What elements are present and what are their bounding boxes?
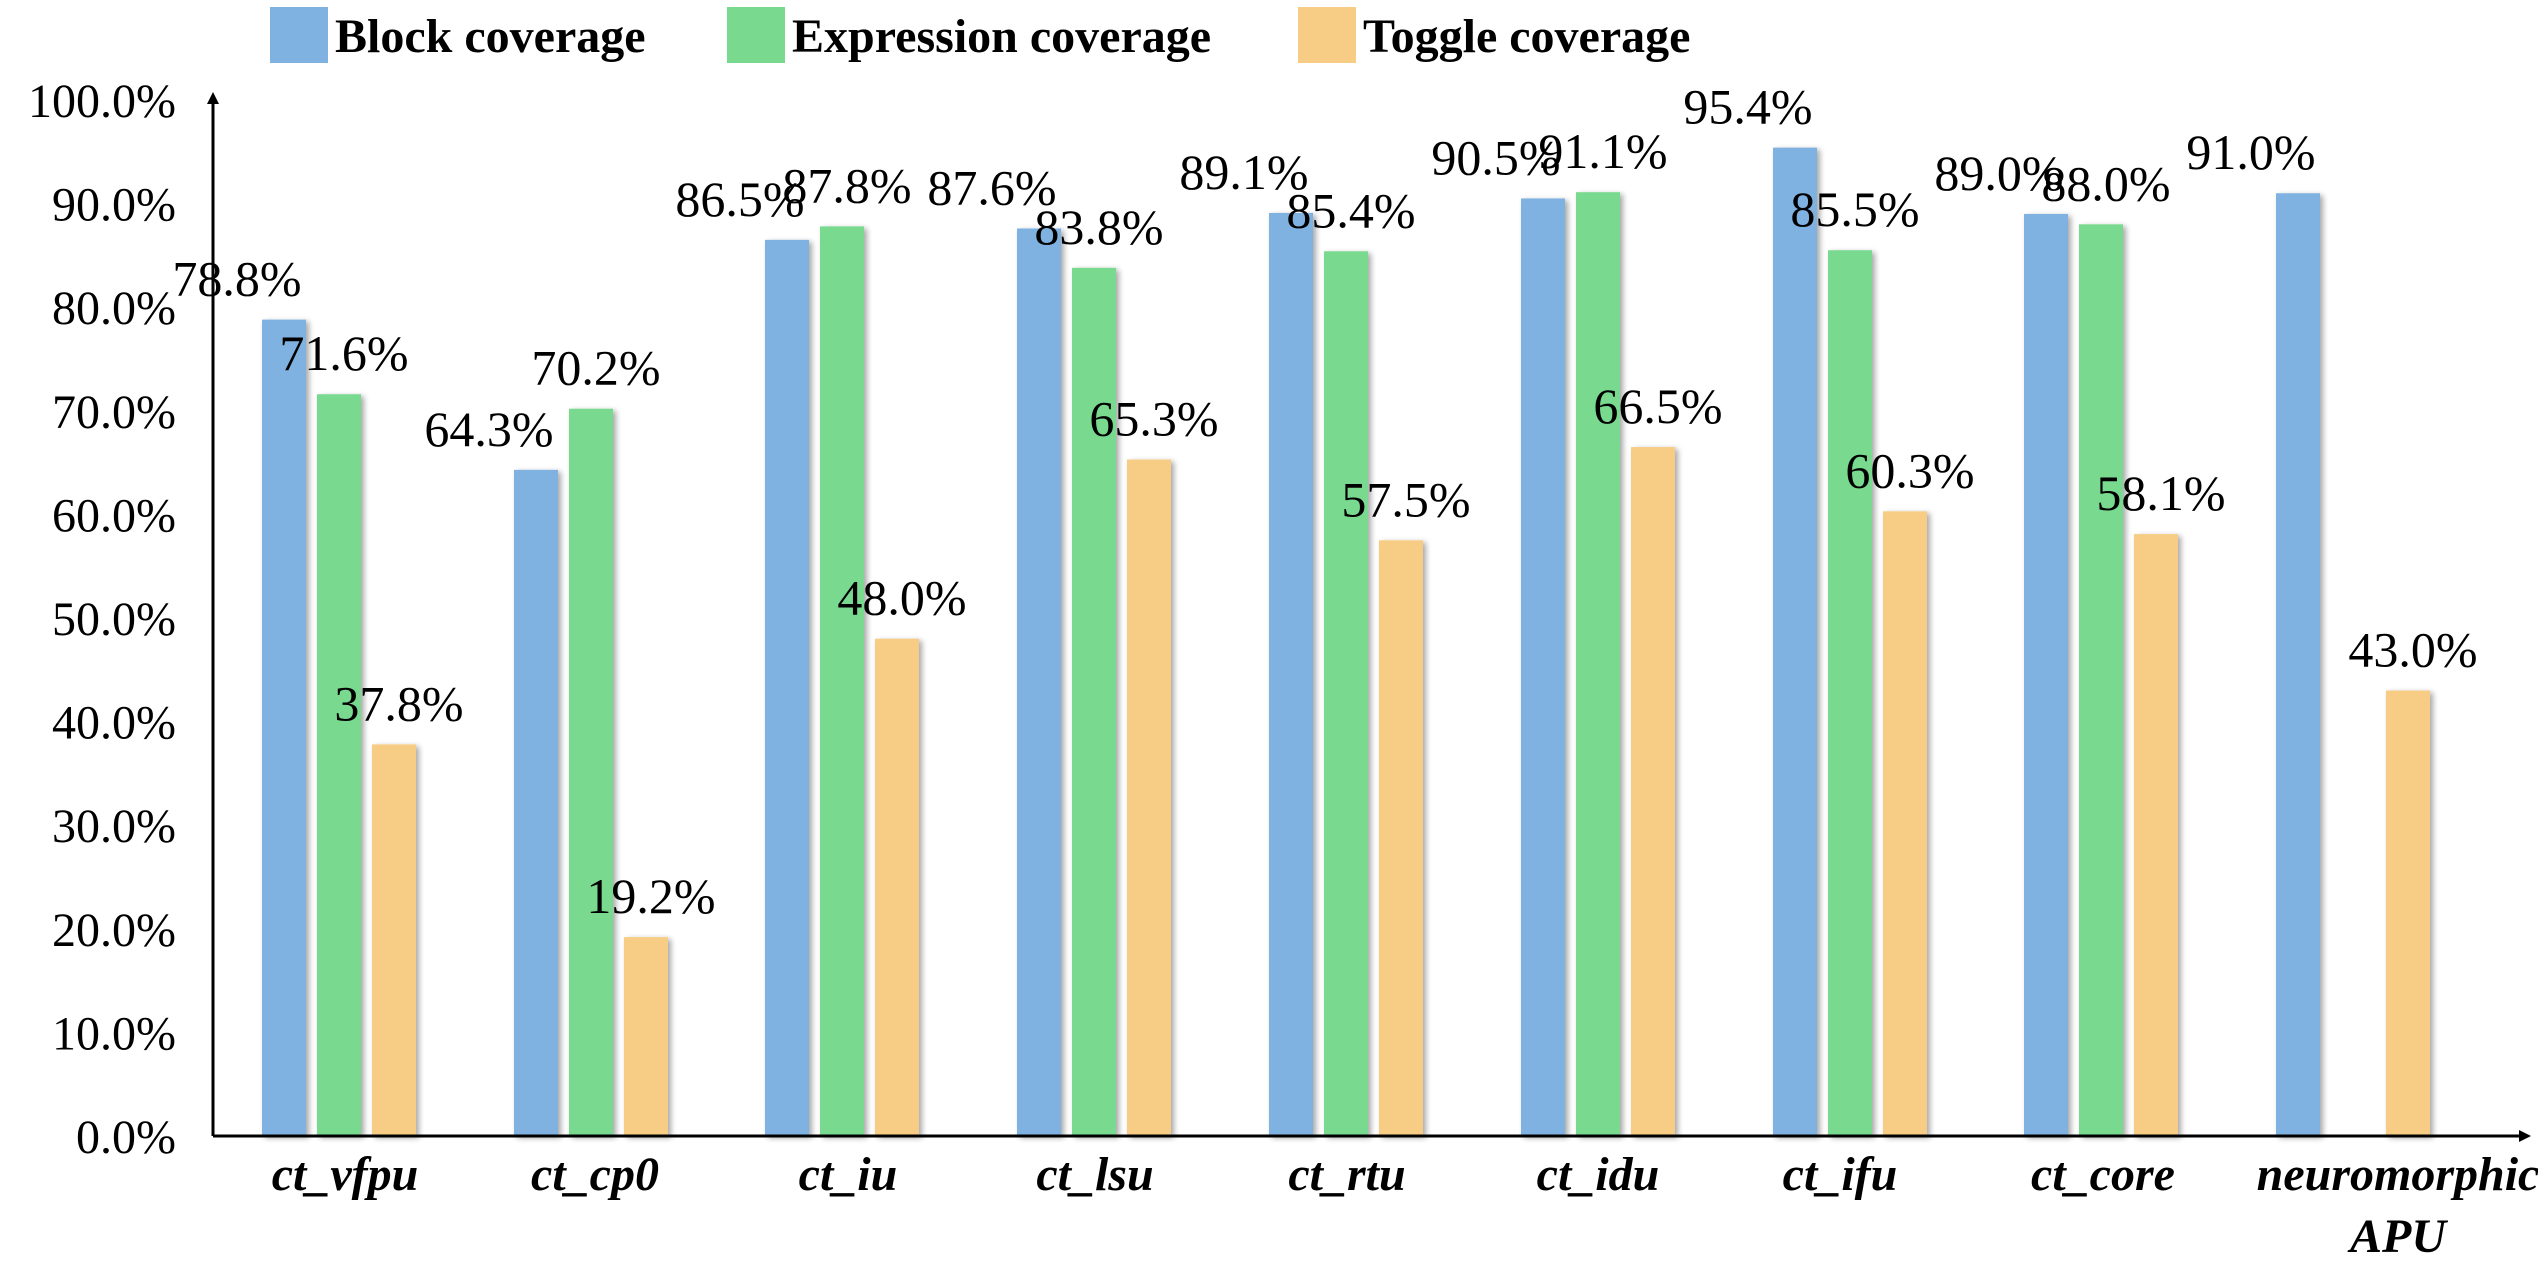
bar-series-1: [262, 319, 306, 1137]
data-label-series-2: 71.6%: [279, 325, 408, 381]
data-label-series-3: 65.3%: [1089, 390, 1218, 446]
data-label-series-1: 89.1%: [1179, 144, 1308, 200]
legend-swatch-3: [1298, 7, 1356, 63]
data-label-series-1: 91.0%: [2186, 124, 2315, 180]
bar-series-3: [372, 744, 416, 1136]
data-label-series-1: 90.5%: [1431, 129, 1560, 185]
data-label-series-3: 58.1%: [2096, 465, 2225, 521]
legend-swatch-2: [727, 7, 785, 63]
x-category-label: ct_vfpu: [272, 1148, 419, 1201]
legend-label-1: Block coverage: [335, 10, 646, 63]
bar-series-3: [1379, 540, 1423, 1136]
data-label-series-2: 88.0%: [2041, 155, 2170, 211]
bar-series-2: [820, 226, 864, 1137]
bar-series-3: [2386, 690, 2430, 1136]
data-label-series-1: 89.0%: [1934, 145, 2063, 201]
bar-series-2: [569, 408, 613, 1136]
y-tick-label: 50.0%: [52, 593, 176, 646]
y-tick-label: 80.0%: [52, 282, 176, 335]
bar-series-1: [765, 239, 809, 1137]
x-category-label: ct_iu: [799, 1148, 898, 1201]
x-category-label: ct_ifu: [1783, 1148, 1898, 1201]
data-labels: 78.8% 64.3% 86.5% 87.6% 89.1% 90.5% 95.4% 89.0%…: [172, 79, 2477, 924]
data-label-series-3: 43.0%: [2348, 622, 2477, 678]
data-label-series-1: 95.4%: [1683, 79, 1812, 135]
bar-series-2: [317, 394, 361, 1136]
axes: [207, 92, 2531, 1142]
bar-series-3: [624, 937, 668, 1136]
data-label-series-2: 87.8%: [782, 157, 911, 213]
y-tick-label: 10.0%: [52, 1007, 176, 1060]
data-label-series-1: 87.6%: [927, 159, 1056, 215]
data-label-series-1: 64.3%: [424, 401, 553, 457]
data-label-series-3: 66.5%: [1593, 378, 1722, 434]
data-label-series-2: 83.8%: [1034, 199, 1163, 255]
data-label-series-2: 91.1%: [1538, 123, 1667, 179]
bar-series-1: [2024, 213, 2068, 1136]
bar-series-1: [1773, 147, 1817, 1136]
y-tick-label: 0.0%: [76, 1111, 176, 1164]
data-label-series-1: 78.8%: [172, 251, 301, 307]
bar-series-2: [1324, 251, 1368, 1137]
bar-series-1: [1269, 212, 1313, 1136]
legend-swatch-1: [270, 7, 328, 63]
bar-series-2: [2079, 224, 2123, 1136]
x-category-label: ct_idu: [1537, 1148, 1660, 1201]
bar-series-1: [2276, 193, 2320, 1137]
y-tick-label: 40.0%: [52, 697, 176, 750]
bar-series-2: [1576, 192, 1620, 1137]
legend-label-3: Toggle coverage: [1363, 10, 1690, 63]
bar-series-3: [1883, 511, 1927, 1136]
y-tick-label: 60.0%: [52, 489, 176, 542]
data-label-series-1: 86.5%: [675, 171, 804, 227]
data-label-series-2: 85.5%: [1790, 181, 1919, 237]
bar-series-1: [1521, 198, 1565, 1137]
legend-label-2: Expression coverage: [792, 10, 1211, 63]
y-tick-label: 90.0%: [52, 179, 176, 232]
data-label-series-3: 19.2%: [586, 868, 715, 924]
bar-series-3: [1127, 459, 1171, 1136]
x-category-label: ct_core: [2031, 1148, 2175, 1201]
bar-series-3: [1631, 447, 1675, 1136]
bar-series-2: [1828, 250, 1872, 1137]
x-axis-categories: ct_vfpu ct_cp0 ct_iu ct_lsu ct_rtu ct_idu ct_i…: [272, 1148, 2538, 1263]
x-category-label: neuromorphic: [2257, 1148, 2538, 1201]
data-label-series-3: 48.0%: [837, 570, 966, 626]
bar-series-3: [875, 638, 919, 1136]
x-category-label: ct_rtu: [1288, 1148, 1405, 1201]
x-category-label: ct_cp0: [531, 1148, 659, 1201]
data-label-series-2: 70.2%: [531, 340, 660, 396]
y-tick-label: 20.0%: [52, 904, 176, 957]
bar-series-1: [1017, 228, 1061, 1137]
data-label-series-3: 57.5%: [1341, 471, 1470, 527]
x-category-label: ct_lsu: [1036, 1148, 1153, 1201]
bar-series-3: [2134, 534, 2178, 1136]
y-tick-label: 30.0%: [52, 800, 176, 853]
data-label-series-3: 37.8%: [334, 675, 463, 731]
bars: [262, 147, 2430, 1137]
y-axis-ticks: 0.0% 10.0% 20.0% 30.0% 40.0% 50.0% 60.0% 70.0% 8…: [28, 75, 176, 1164]
x-category-label: APU: [2347, 1210, 2448, 1263]
data-label-series-3: 60.3%: [1845, 442, 1974, 498]
y-tick-label: 70.0%: [52, 386, 176, 439]
data-label-series-2: 85.4%: [1286, 182, 1415, 238]
bar-series-1: [514, 469, 558, 1136]
bar-series-2: [1072, 267, 1116, 1136]
y-tick-label: 100.0%: [28, 75, 176, 128]
legend: Block coverage Expression coverage Toggle …: [270, 7, 1690, 63]
